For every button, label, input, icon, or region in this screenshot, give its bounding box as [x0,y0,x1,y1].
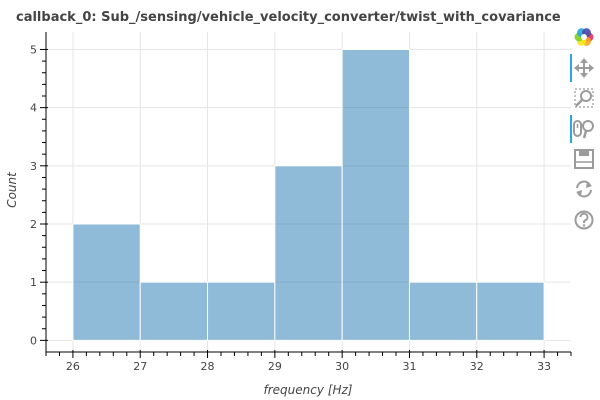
axes-layer: 26 27 28 29 30 31 32 33 0 1 2 3 4 5 [30,32,572,373]
x-tick-label: 29 [268,360,282,373]
y-tick-label: 2 [30,218,37,231]
y-tick-label: 5 [30,43,37,56]
x-tick-label: 30 [335,360,349,373]
histogram-bar [476,281,545,341]
y-tick-label: 3 [30,160,37,173]
bars-layer [72,48,545,341]
x-tick-label: 33 [537,360,551,373]
pan-tool-icon[interactable] [570,54,597,82]
x-tick-label: 26 [66,360,80,373]
wheel-zoom-tool-icon[interactable] [570,115,597,143]
reset-tool-icon[interactable] [572,176,597,202]
histogram-bar [274,165,343,341]
histogram-bar [408,281,478,341]
histogram-bar [341,48,410,341]
y-axis-label: Count [5,171,19,208]
histogram-bar [207,281,276,341]
y-tick-label: 1 [30,276,37,289]
x-tick-label: 28 [201,360,215,373]
chart-title: callback_0: Sub_/sensing/vehicle_velocit… [16,10,561,25]
y-tick-label: 0 [30,334,37,347]
bokeh-logo-icon [574,28,594,46]
chart-toolbar [570,28,597,233]
box-zoom-tool-icon[interactable] [572,85,597,111]
y-tick-label: 4 [30,102,37,115]
save-tool-icon[interactable] [572,146,597,172]
histogram-bar [139,281,209,341]
help-tool-icon[interactable] [572,207,597,233]
x-tick-label: 31 [402,360,416,373]
x-tick-label: 27 [133,360,147,373]
x-tick-label: 32 [470,360,484,373]
histogram-bar [72,223,141,341]
x-axis-label: frequency [Hz] [264,383,353,397]
